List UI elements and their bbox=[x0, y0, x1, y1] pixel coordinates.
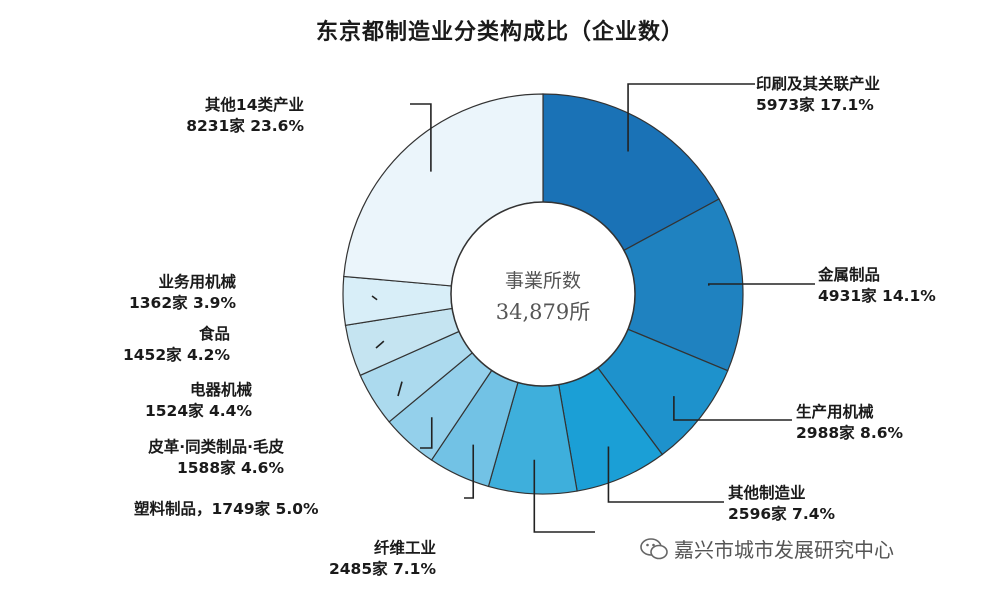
slice-label-food: 食品 1452家 4.2% bbox=[122, 325, 230, 364]
leader-line-metal bbox=[707, 283, 815, 286]
watermark-text: 嘉兴市城市发展研究中心 bbox=[674, 538, 894, 562]
leader-line-food bbox=[375, 340, 385, 349]
leader-line-other-manufacturing bbox=[607, 446, 724, 503]
slice-label-textile: 纤维工业 2485家 7.1% bbox=[328, 539, 436, 578]
wechat-icon bbox=[640, 537, 668, 560]
center-label: 事業所数 bbox=[504, 270, 581, 292]
chart-title: 东京都制造业分类构成比（企业数） bbox=[315, 20, 684, 45]
slice-label-other-14: 其他14类产业 8231家 23.6% bbox=[186, 96, 304, 135]
watermark: 嘉兴市城市发展研究中心 bbox=[640, 534, 894, 563]
slice-label-business-machinery: 业务用机械 1362家 3.9% bbox=[128, 273, 236, 312]
leader-line-leather bbox=[420, 417, 433, 449]
slice-label-leather: 皮革·同类制品·毛皮 1588家 4.6% bbox=[148, 438, 284, 477]
leader-line-production-machinery bbox=[673, 396, 792, 421]
slice-label-metal: 金属制品 4931家 14.1% bbox=[818, 266, 936, 305]
leader-line-printing bbox=[627, 83, 755, 152]
donut-hole bbox=[450, 201, 636, 387]
slice-label-other-manufacturing: 其他制造业 2596家 7.4% bbox=[728, 484, 836, 523]
leader-line-other-14 bbox=[410, 103, 432, 172]
leader-line-plastics bbox=[464, 444, 475, 499]
slice-label-plastics: 塑料制品，1749家 5.0% bbox=[134, 500, 319, 518]
leader-line-textile bbox=[533, 459, 595, 533]
leader-line-business-machinery bbox=[371, 295, 378, 301]
slice-label-electrical: 电器机械 1524家 4.4% bbox=[144, 381, 252, 420]
center-value: 34,879所 bbox=[495, 300, 591, 324]
leader-line-electrical bbox=[397, 381, 403, 397]
slice-label-printing: 印刷及其关联产业 5973家 17.1% bbox=[756, 75, 881, 114]
slice-label-production-machinery: 生产用机械 2988家 8.6% bbox=[796, 403, 904, 442]
